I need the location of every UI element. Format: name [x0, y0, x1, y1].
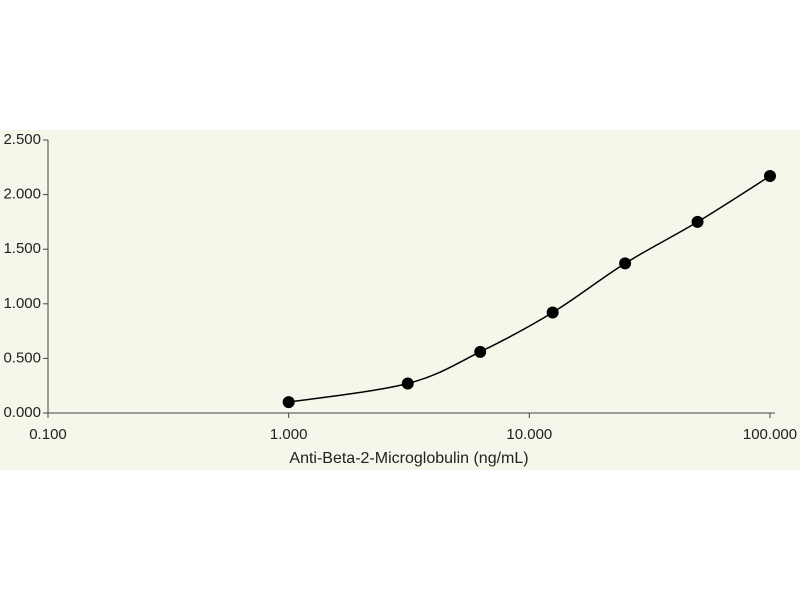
y-tick-label: 0.000: [3, 404, 41, 421]
data-point: [619, 257, 632, 270]
data-point: [282, 396, 295, 409]
x-tick-label: 0.100: [29, 426, 67, 443]
plot-background: [0, 130, 800, 470]
data-point: [401, 377, 414, 390]
y-tick-label: 0.500: [3, 349, 41, 366]
x-axis-label: Anti-Beta-2-Microglobulin (ng/mL): [289, 450, 528, 467]
x-tick-label: 10.000: [506, 426, 552, 443]
y-tick-label: 1.000: [3, 295, 41, 312]
y-tick-label: 2.500: [3, 131, 41, 148]
data-point: [474, 345, 487, 358]
y-tick-label: 1.500: [3, 240, 41, 257]
y-tick-label: 2.000: [3, 186, 41, 203]
data-point: [691, 215, 704, 228]
data-point: [764, 170, 776, 183]
x-tick-label: 1.000: [270, 426, 308, 443]
data-point: [546, 306, 559, 319]
x-tick-label: 100.000: [743, 426, 797, 443]
